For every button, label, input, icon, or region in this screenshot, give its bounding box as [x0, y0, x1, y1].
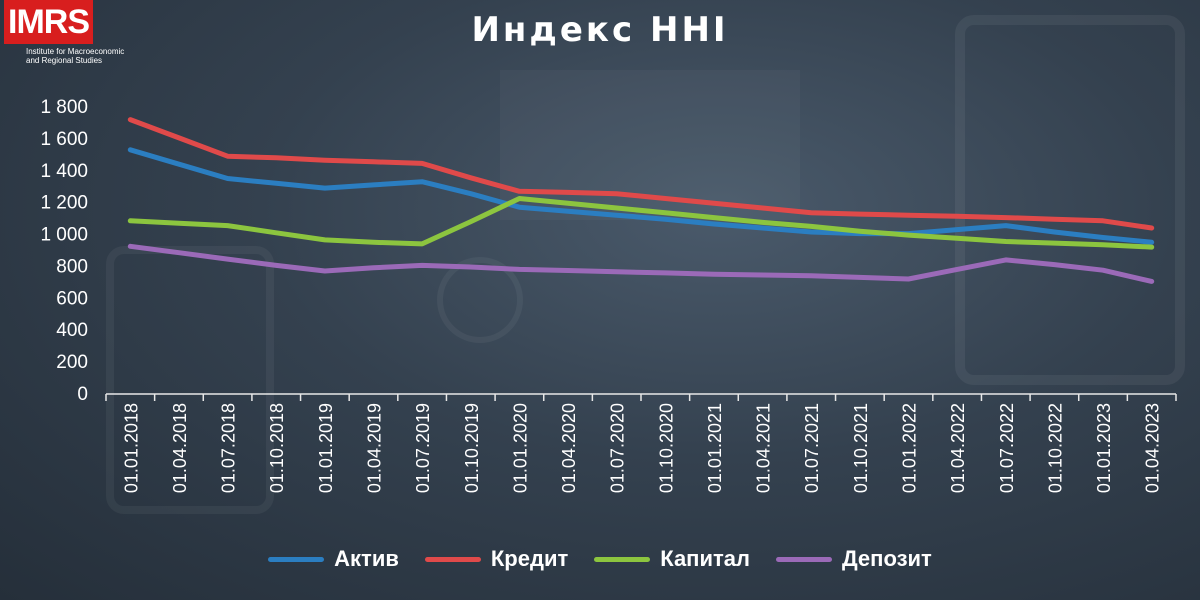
x-tick-label: 01.10.2022: [1045, 403, 1065, 493]
x-tick-label: 01.04.2021: [754, 403, 774, 493]
x-tick-label: 01.01.2023: [1094, 403, 1114, 493]
series-line-Депозит: [127, 243, 1155, 284]
y-tick-label: 400: [56, 320, 88, 341]
y-tick-label: 0: [77, 384, 88, 405]
x-tick-label: 01.07.2021: [802, 403, 822, 493]
x-tick-label: 01.10.2019: [462, 403, 482, 493]
series-line-Капитал: [127, 196, 1155, 250]
logo-subtitle-line-2: and Regional Studies: [26, 56, 103, 65]
x-tick-label: 01.07.2022: [997, 403, 1017, 493]
legend-label: Актив: [334, 546, 399, 571]
x-tick-label: 01.07.2018: [219, 403, 239, 493]
series-line-Актив: [127, 147, 1155, 245]
x-tick-label: 01.04.2022: [948, 403, 968, 493]
x-tick-label: 01.10.2021: [851, 403, 871, 493]
y-tick-label: 1 600: [40, 129, 88, 150]
legend-label: Капитал: [660, 546, 750, 571]
x-tick-label: 01.01.2021: [705, 403, 725, 493]
imrs-logo: IMRS Institute for Macroeconomic and Reg…: [4, 0, 140, 65]
legend-swatch: [424, 556, 481, 562]
legend-swatch: [594, 556, 651, 562]
logo-subtitle: Institute for Macroeconomic and Regional…: [26, 47, 140, 65]
x-tick-label: 01.04.2018: [170, 403, 190, 493]
chart-legend: Актив Кредит Капитал Депозит: [0, 546, 1200, 572]
logo-subtitle-line-1: Institute for Macroeconomic: [26, 47, 125, 56]
legend-swatch: [268, 556, 325, 562]
y-tick-label: 1 400: [40, 161, 88, 182]
legend-swatch: [775, 556, 832, 562]
x-tick-label: 01.01.2020: [510, 403, 530, 493]
x-tick-label: 01.04.2019: [365, 403, 385, 493]
y-tick-label: 200: [56, 352, 88, 373]
logo-mark: IMRS: [4, 0, 93, 44]
legend-item: Актив: [268, 546, 399, 572]
y-tick-label: 1 800: [40, 97, 88, 118]
legend-label: Депозит: [841, 546, 932, 571]
legend-item: Кредит: [424, 546, 569, 572]
x-tick-label: 01.01.2019: [316, 403, 336, 493]
x-tick-label: 01.01.2018: [121, 403, 141, 493]
chart-title: Индекс HHI: [471, 10, 729, 50]
series-line-Кредит: [127, 117, 1155, 231]
x-tick-label: 01.04.2020: [559, 403, 579, 493]
x-tick-label: 01.07.2019: [413, 403, 433, 493]
y-tick-label: 1 200: [40, 193, 88, 214]
legend-label: Кредит: [490, 546, 569, 571]
x-tick-label: 01.10.2020: [656, 403, 676, 493]
legend-item: Капитал: [594, 546, 750, 572]
x-tick-label: 01.10.2018: [267, 403, 287, 493]
y-tick-label: 1 000: [40, 225, 88, 246]
y-tick-label: 600: [56, 288, 88, 309]
y-tick-label: 800: [56, 256, 88, 277]
x-tick-label: 01.04.2023: [1143, 403, 1163, 493]
legend-item: Депозит: [775, 546, 932, 572]
x-tick-label: 01.01.2022: [900, 403, 920, 493]
x-tick-label: 01.07.2020: [608, 403, 628, 493]
